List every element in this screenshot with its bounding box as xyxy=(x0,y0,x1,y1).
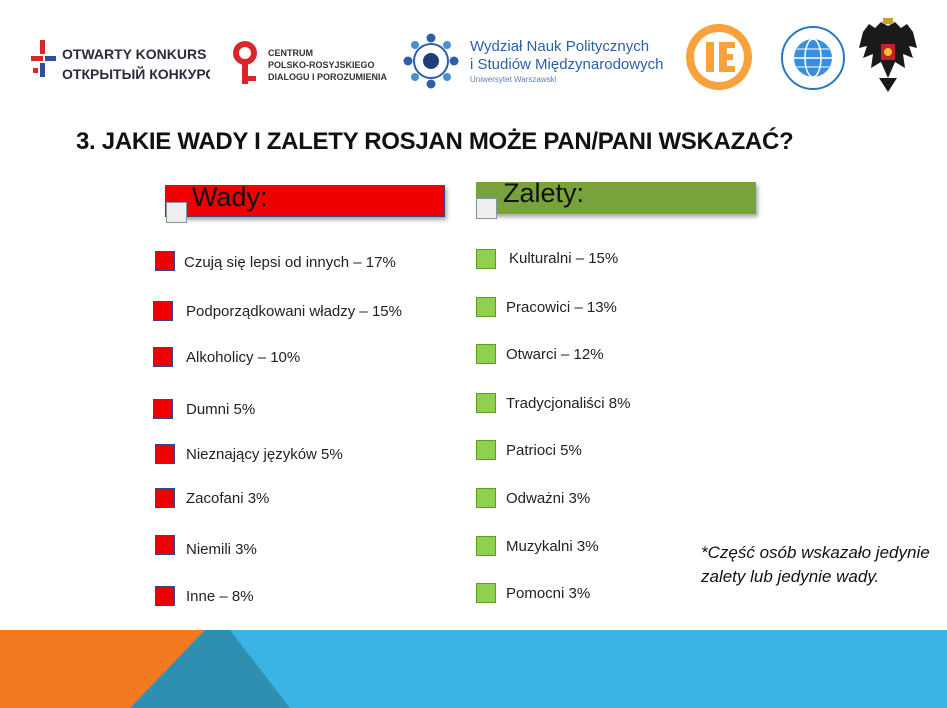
otwarty-konkurs-line1: OTWARTY KONKURS xyxy=(62,46,207,62)
zalety-checkbox-icon xyxy=(476,198,497,219)
zalety-item-label: Kulturalni – 15% xyxy=(509,250,619,267)
zalety-header: Zalety: xyxy=(476,178,756,219)
slide-title: 3. JAKIE WADY I ZALETY ROSJAN MOŻE PAN/P… xyxy=(76,128,794,155)
green-square-icon xyxy=(476,536,496,556)
wady-item-label: Alkoholicy – 10% xyxy=(186,349,301,366)
eagle-emblem-icon xyxy=(859,18,917,92)
footer-decoration xyxy=(0,630,947,708)
green-square-icon xyxy=(476,297,496,317)
green-square-icon xyxy=(476,488,496,508)
red-square-icon xyxy=(153,301,173,321)
wady-item: Nieznający języków 5% xyxy=(155,444,455,466)
green-square-icon xyxy=(476,344,496,364)
zalety-item: Muzykalni 3% xyxy=(476,536,696,558)
red-square-icon xyxy=(153,347,173,367)
zalety-item: Tradycjonaliści 8% xyxy=(476,393,696,415)
wady-item-label: Inne – 8% xyxy=(186,588,254,605)
wydzial-line2: i Studiów Międzynarodowych xyxy=(470,56,664,73)
centrum-line1: CENTRUM xyxy=(268,48,313,58)
zalety-item-label: Tradycjonaliści 8% xyxy=(506,395,631,412)
wady-header-label: Wady: xyxy=(192,182,268,212)
wady-header: Wady: xyxy=(165,182,445,223)
centrum-line2: POLSKO-ROSYJSKIEGO xyxy=(268,60,375,70)
logo-bar: OTWARTY KONKURS ОТКРЫТЫЙ КОНКУРС CENTRUM… xyxy=(0,0,947,110)
institute-europe-logo-icon xyxy=(686,24,752,90)
red-square-icon xyxy=(155,586,175,606)
wady-item-label: Podporządkowani władzy – 15% xyxy=(186,303,402,320)
zalety-item: Pracowici – 13% xyxy=(476,297,696,319)
zalety-item-label: Muzykalni 3% xyxy=(506,538,599,555)
red-square-icon xyxy=(153,399,173,419)
wady-checkbox-icon xyxy=(166,202,187,223)
network-emblem-icon xyxy=(403,33,459,89)
green-square-icon xyxy=(476,440,496,460)
red-square-icon xyxy=(155,444,175,464)
zalety-item: Pomocni 3% xyxy=(476,583,696,605)
otwarty-konkurs-line2: ОТКРЫТЫЙ КОНКУРС xyxy=(62,66,210,82)
centrum-line3: DIALOGU I POROZUMIENIA xyxy=(268,72,387,82)
wady-item: Alkoholicy – 10% xyxy=(153,347,453,369)
zalety-item: Otwarci – 12% xyxy=(476,344,696,366)
wady-item-label: Nieznający języków 5% xyxy=(186,446,343,463)
zalety-item-label: Otwarci – 12% xyxy=(506,346,604,363)
wady-item-label: Czują się lepsi od innych – 17% xyxy=(184,254,396,271)
centrum-emblem-icon xyxy=(233,41,257,84)
wady-item: Inne – 8% xyxy=(155,586,455,608)
wydzial-line3: Uniwersytet Warszawski xyxy=(470,75,557,84)
green-square-icon xyxy=(476,249,496,269)
wady-item: Podporządkowani władzy – 15% xyxy=(153,301,453,323)
green-square-icon xyxy=(476,393,496,413)
zalety-item-label: Pomocni 3% xyxy=(506,585,591,602)
red-square-icon xyxy=(155,488,175,508)
zalety-item: Kulturalni – 15% xyxy=(476,249,696,271)
zalety-item-label: Pracowici – 13% xyxy=(506,299,617,316)
wydzial-line1: Wydział Nauk Politycznych xyxy=(470,38,650,55)
zalety-item-label: Patrioci 5% xyxy=(506,442,582,459)
red-square-icon xyxy=(155,251,175,271)
faculty-globe-logo-icon xyxy=(781,26,845,90)
zalety-item: Patrioci 5% xyxy=(476,440,696,462)
footnote: *Część osób wskazało jedynie zalety lub … xyxy=(701,543,930,586)
wady-item: Zacofani 3% xyxy=(155,488,455,510)
wady-item: Dumni 5% xyxy=(153,399,453,421)
red-square-icon xyxy=(155,535,175,555)
zalety-item: Odważni 3% xyxy=(476,488,696,510)
wady-item: Niemili 3% xyxy=(155,535,455,558)
cross-emblem-icon xyxy=(31,40,56,77)
zalety-item-label: Odważni 3% xyxy=(506,490,591,507)
wady-item-label: Zacofani 3% xyxy=(186,490,270,507)
centrum-dialogu-logo: CENTRUM POLSKO-ROSYJSKIEGO DIALOGU I POR… xyxy=(230,38,395,88)
zalety-header-label: Zalety: xyxy=(503,178,585,208)
wydzial-logo: Wydział Nauk Politycznych i Studiów Międ… xyxy=(402,32,677,92)
wady-item-label: Dumni 5% xyxy=(186,401,256,418)
wady-item: Czują się lepsi od innych – 17% xyxy=(155,251,455,273)
green-square-icon xyxy=(476,583,496,603)
wady-item-label: Niemili 3% xyxy=(186,541,257,558)
otwarty-konkurs-logo: OTWARTY KONKURS ОТКРЫТЫЙ КОНКУРС xyxy=(28,38,210,88)
